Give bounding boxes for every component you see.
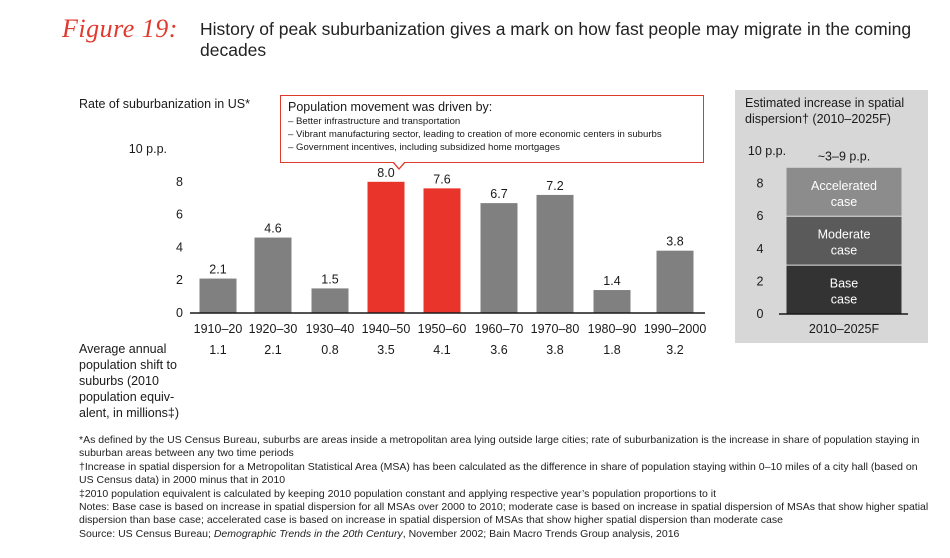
y-tick-label-top: 10 p.p. <box>129 142 167 156</box>
bar-value-label: 2.1 <box>209 263 226 277</box>
bar-1910–20 <box>199 278 237 313</box>
stack-segment-label: Moderate <box>818 228 871 242</box>
stack-segment-base-case <box>785 264 903 315</box>
stack-segment-label: case <box>831 293 857 307</box>
callout-item: – Vibrant manufacturing sector, leading … <box>288 129 662 140</box>
panel-y-tick-label: 2 <box>757 274 764 288</box>
y-tick-label: 6 <box>176 208 183 222</box>
bar-value-label: 4.6 <box>264 222 281 236</box>
callout-box: Population movement was driven by: – Bet… <box>280 95 704 163</box>
y-tick-label: 0 <box>176 306 183 320</box>
population-shift-value: 4.1 <box>433 343 450 357</box>
stack-segment-label: Base <box>830 277 859 291</box>
bar-1970–80 <box>536 194 574 313</box>
x-tick-label: 1980–90 <box>588 322 637 336</box>
stack-total-label: ~3–9 p.p. <box>818 149 870 163</box>
bar-1950–60 <box>423 188 461 313</box>
x-tick-label: 1940–50 <box>362 322 411 336</box>
bar-value-label: 1.5 <box>321 272 338 286</box>
bar-value-label: 8.0 <box>377 166 394 180</box>
population-shift-value: 3.6 <box>490 343 507 357</box>
footnote: *As defined by the US Census Bureau, sub… <box>79 434 920 460</box>
population-shift-value: 3.2 <box>666 343 683 357</box>
population-shift-label: Average annual population shift to subur… <box>79 342 180 420</box>
x-tick-label: 1950–60 <box>418 322 467 336</box>
population-shift-value: 2.1 <box>264 343 281 357</box>
footnotes: *As defined by the US Census Bureau, sub… <box>79 434 929 541</box>
population-shift-value: 1.8 <box>603 343 620 357</box>
source-suffix: , November 2002; Bain Macro Trends Group… <box>402 527 680 540</box>
bar-value-label: 7.6 <box>433 172 450 186</box>
x-tick-label: 1970–80 <box>531 322 580 336</box>
source-note: Source: US Census Bureau; Demographic Tr… <box>79 528 929 541</box>
panel-y-tick-label: 0 <box>757 307 764 321</box>
panel-y-tick-label: 4 <box>757 242 764 256</box>
figure-number: Figure 19: <box>62 14 178 43</box>
stack-segment-moderate-case <box>785 215 903 266</box>
bar-1920–30 <box>254 237 292 313</box>
y-axis-title: Rate of suburbanization in US* <box>79 97 250 111</box>
panel-x-tick-label: 2010–2025F <box>809 322 880 336</box>
source-title: Demographic Trends in the 20th Century <box>213 527 403 540</box>
bar-1960–70 <box>480 203 518 313</box>
callout-heading: Population movement was driven by: <box>288 100 493 114</box>
bar-1940–50 <box>367 181 405 313</box>
footnote: ‡2010 population equivalent is calculate… <box>79 487 717 500</box>
figure-title: History of peak suburbanization gives a … <box>200 19 912 60</box>
bar-1980–90 <box>593 290 631 313</box>
bar-1930–40 <box>311 288 349 313</box>
population-shift-value: 3.5 <box>377 343 394 357</box>
callout-item: – Better infrastructure and transportati… <box>288 116 461 127</box>
y-tick-label: 2 <box>176 273 183 287</box>
stack-segment-label: case <box>831 244 857 258</box>
y-tick-label: 8 <box>176 175 183 189</box>
bar-value-label: 7.2 <box>546 179 563 193</box>
panel-y-tick-label: 6 <box>757 209 764 223</box>
x-tick-label: 1990–2000 <box>644 322 707 336</box>
y-tick-label: 4 <box>176 240 183 254</box>
callout-item: – Government incentives, including subsi… <box>288 142 560 153</box>
population-shift-value: 0.8 <box>321 343 338 357</box>
population-shift-value: 3.8 <box>546 343 563 357</box>
footnote: †Increase in spatial dispersion for a Me… <box>79 460 918 487</box>
x-tick-label: 1910–20 <box>194 322 243 336</box>
x-tick-label: 1920–30 <box>249 322 298 336</box>
panel-y-tick-label: 8 <box>757 177 764 191</box>
forecast-panel-title: Estimated increase in spatial dispersion… <box>745 96 905 126</box>
bar-value-label: 6.7 <box>490 187 507 201</box>
x-tick-label: 1960–70 <box>475 322 524 336</box>
bar-1990–2000 <box>656 250 694 313</box>
population-shift-value: 1.1 <box>209 343 226 357</box>
bar-value-label: 3.8 <box>666 235 683 249</box>
callout-pointer <box>392 161 406 170</box>
x-tick-label: 1930–40 <box>306 322 355 336</box>
stack-segment-accelerated-case <box>785 166 903 217</box>
stack-segment-label: Accelerated <box>811 179 877 193</box>
bar-value-label: 1.4 <box>603 274 620 288</box>
footnote: Notes: Base case is based on increase in… <box>79 501 929 527</box>
panel-y-tick-label-top: 10 p.p. <box>748 144 786 158</box>
stack-segment-label: case <box>831 195 857 209</box>
source-prefix: Source: US Census Bureau; <box>79 527 214 540</box>
